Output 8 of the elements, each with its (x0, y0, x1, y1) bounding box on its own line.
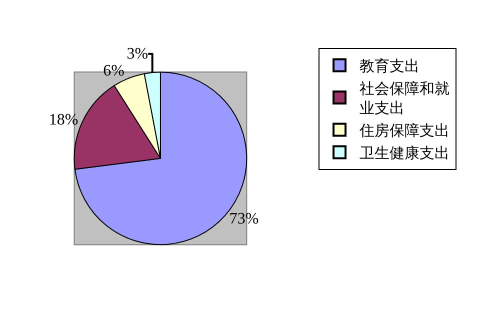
legend-label: 教育支出 (360, 57, 420, 76)
data-label: 18% (48, 112, 78, 129)
legend-label: 卫生健康支出 (360, 144, 450, 162)
data-label: 3% (126, 45, 148, 62)
data-label: 73% (229, 210, 259, 228)
legend-label: 社会保障和就业支出 (360, 80, 450, 118)
legend-label: 住房保障支出 (358, 122, 450, 140)
data-label: 6% (103, 62, 124, 80)
